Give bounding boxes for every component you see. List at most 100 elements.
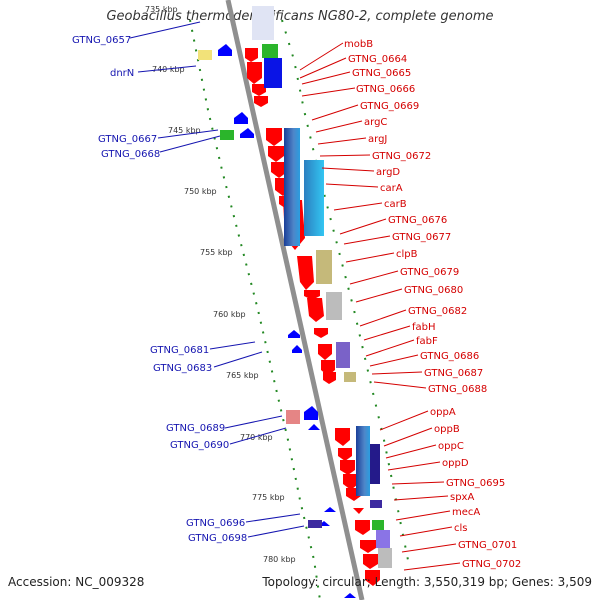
gene-arrow[interactable]	[355, 520, 370, 535]
gene-arrow[interactable]	[308, 424, 320, 430]
gene-arrow[interactable]	[271, 162, 287, 178]
gene-label[interactable]: argJ	[368, 134, 387, 145]
gene-label[interactable]: GTNG_0696	[186, 518, 245, 529]
feature-block[interactable]	[372, 520, 384, 530]
feature-block[interactable]	[198, 50, 212, 60]
gene-arrow[interactable]	[254, 96, 268, 107]
feature-block[interactable]	[316, 250, 332, 284]
gene-label[interactable]: GTNG_0687	[424, 368, 483, 379]
feature-block[interactable]	[284, 128, 300, 246]
gene-arrow[interactable]	[314, 328, 328, 338]
feature-block[interactable]	[308, 520, 322, 528]
gene-arrow[interactable]	[307, 298, 324, 322]
gene-label[interactable]: GTNG_0698	[188, 533, 247, 544]
feature-block[interactable]	[378, 548, 392, 568]
gene-arrow[interactable]	[344, 593, 356, 598]
gene-arrow[interactable]	[234, 112, 248, 124]
gene-arrow[interactable]	[304, 406, 318, 420]
connector-line	[224, 415, 283, 429]
gene-arrow[interactable]	[247, 62, 262, 84]
gene-label[interactable]: argD	[376, 167, 400, 178]
gene-arrow[interactable]	[245, 48, 258, 62]
gene-arrow[interactable]	[338, 448, 352, 461]
gene-arrow[interactable]	[304, 290, 320, 300]
gene-arrow[interactable]	[318, 344, 332, 360]
gene-label[interactable]: GTNG_0695	[446, 478, 505, 489]
connector-line	[299, 42, 344, 71]
gene-label[interactable]: clpB	[396, 249, 418, 260]
feature-block[interactable]	[356, 426, 370, 496]
feature-block[interactable]	[344, 372, 356, 382]
gene-arrow[interactable]	[218, 44, 232, 56]
gene-arrow[interactable]	[365, 570, 380, 586]
gene-label[interactable]: GTNG_0668	[101, 149, 160, 160]
gene-arrow[interactable]	[335, 428, 350, 446]
feature-block[interactable]	[262, 44, 278, 58]
connector-line	[393, 495, 449, 501]
gene-arrow[interactable]	[343, 474, 358, 490]
gene-label[interactable]: mecA	[452, 507, 480, 518]
gene-label[interactable]: mobB	[344, 39, 373, 50]
gene-label[interactable]: GTNG_0680	[404, 285, 463, 296]
feature-block[interactable]	[286, 410, 300, 424]
gene-label[interactable]: cls	[454, 523, 468, 534]
gene-label[interactable]: GTNG_0682	[408, 306, 467, 317]
gene-arrow[interactable]	[240, 128, 254, 138]
gene-label[interactable]: GTNG_0676	[388, 215, 447, 226]
gene-label[interactable]: oppD	[442, 458, 469, 469]
gene-arrow[interactable]	[340, 460, 355, 475]
connector-line	[157, 129, 219, 139]
gene-label[interactable]: GTNG_0689	[166, 423, 225, 434]
gene-arrow[interactable]	[323, 372, 336, 384]
gene-arrow[interactable]	[297, 256, 314, 290]
gene-label[interactable]: argC	[364, 117, 387, 128]
gene-arrow[interactable]	[266, 128, 282, 146]
gene-label[interactable]: GTNG_0665	[352, 68, 411, 79]
gene-label[interactable]: oppB	[434, 424, 460, 435]
feature-block[interactable]	[370, 500, 382, 508]
gene-label[interactable]: GTNG_0664	[348, 54, 407, 65]
gene-arrow[interactable]	[324, 507, 336, 512]
feature-block[interactable]	[376, 530, 390, 548]
gene-label[interactable]: carB	[384, 199, 407, 210]
gene-label[interactable]: GTNG_0657	[72, 35, 131, 46]
gene-arrow[interactable]	[363, 554, 378, 569]
gene-arrow[interactable]	[353, 508, 364, 514]
gene-label[interactable]: carA	[380, 183, 403, 194]
gene-label[interactable]: GTNG_0690	[170, 440, 229, 451]
gene-label[interactable]: oppC	[438, 441, 464, 452]
gene-label[interactable]: GTNG_0679	[400, 267, 459, 278]
feature-block[interactable]	[220, 130, 234, 140]
gene-arrow[interactable]	[268, 146, 284, 162]
gene-label[interactable]: fabH	[412, 322, 436, 333]
feature-block[interactable]	[326, 292, 342, 320]
gene-arrow[interactable]	[252, 84, 266, 96]
feature-block[interactable]	[252, 6, 274, 40]
connector-line	[379, 410, 429, 431]
gene-arrow[interactable]	[288, 330, 300, 338]
gene-label[interactable]: GTNG_0667	[98, 134, 157, 145]
gene-label[interactable]: GTNG_0666	[356, 84, 415, 95]
gene-arrow[interactable]	[292, 345, 302, 353]
gene-label[interactable]: dnrN	[110, 68, 134, 79]
feature-block[interactable]	[336, 342, 350, 368]
gene-label[interactable]: GTNG_0683	[153, 363, 212, 374]
gene-label[interactable]: fabF	[416, 336, 438, 347]
feature-block[interactable]	[304, 160, 324, 236]
gene-label[interactable]: GTNG_0677	[392, 232, 451, 243]
scale-dotted-line	[189, 19, 321, 600]
gene-label[interactable]: GTNG_0688	[428, 384, 487, 395]
feature-block[interactable]	[370, 444, 380, 484]
gene-label[interactable]: GTNG_0681	[150, 345, 209, 356]
gene-label[interactable]: spxA	[450, 492, 474, 503]
feature-blocks	[198, 6, 392, 568]
gene-label[interactable]: oppA	[430, 407, 456, 418]
gene-label[interactable]: GTNG_0686	[420, 351, 479, 362]
gene-label[interactable]: GTNG_0672	[372, 151, 431, 162]
feature-block[interactable]	[264, 58, 282, 88]
gene-arrow[interactable]	[360, 540, 376, 553]
gene-label[interactable]: GTNG_0702	[462, 559, 521, 570]
gene-label[interactable]: GTNG_0701	[458, 540, 517, 551]
gene-label[interactable]: GTNG_0669	[360, 101, 419, 112]
